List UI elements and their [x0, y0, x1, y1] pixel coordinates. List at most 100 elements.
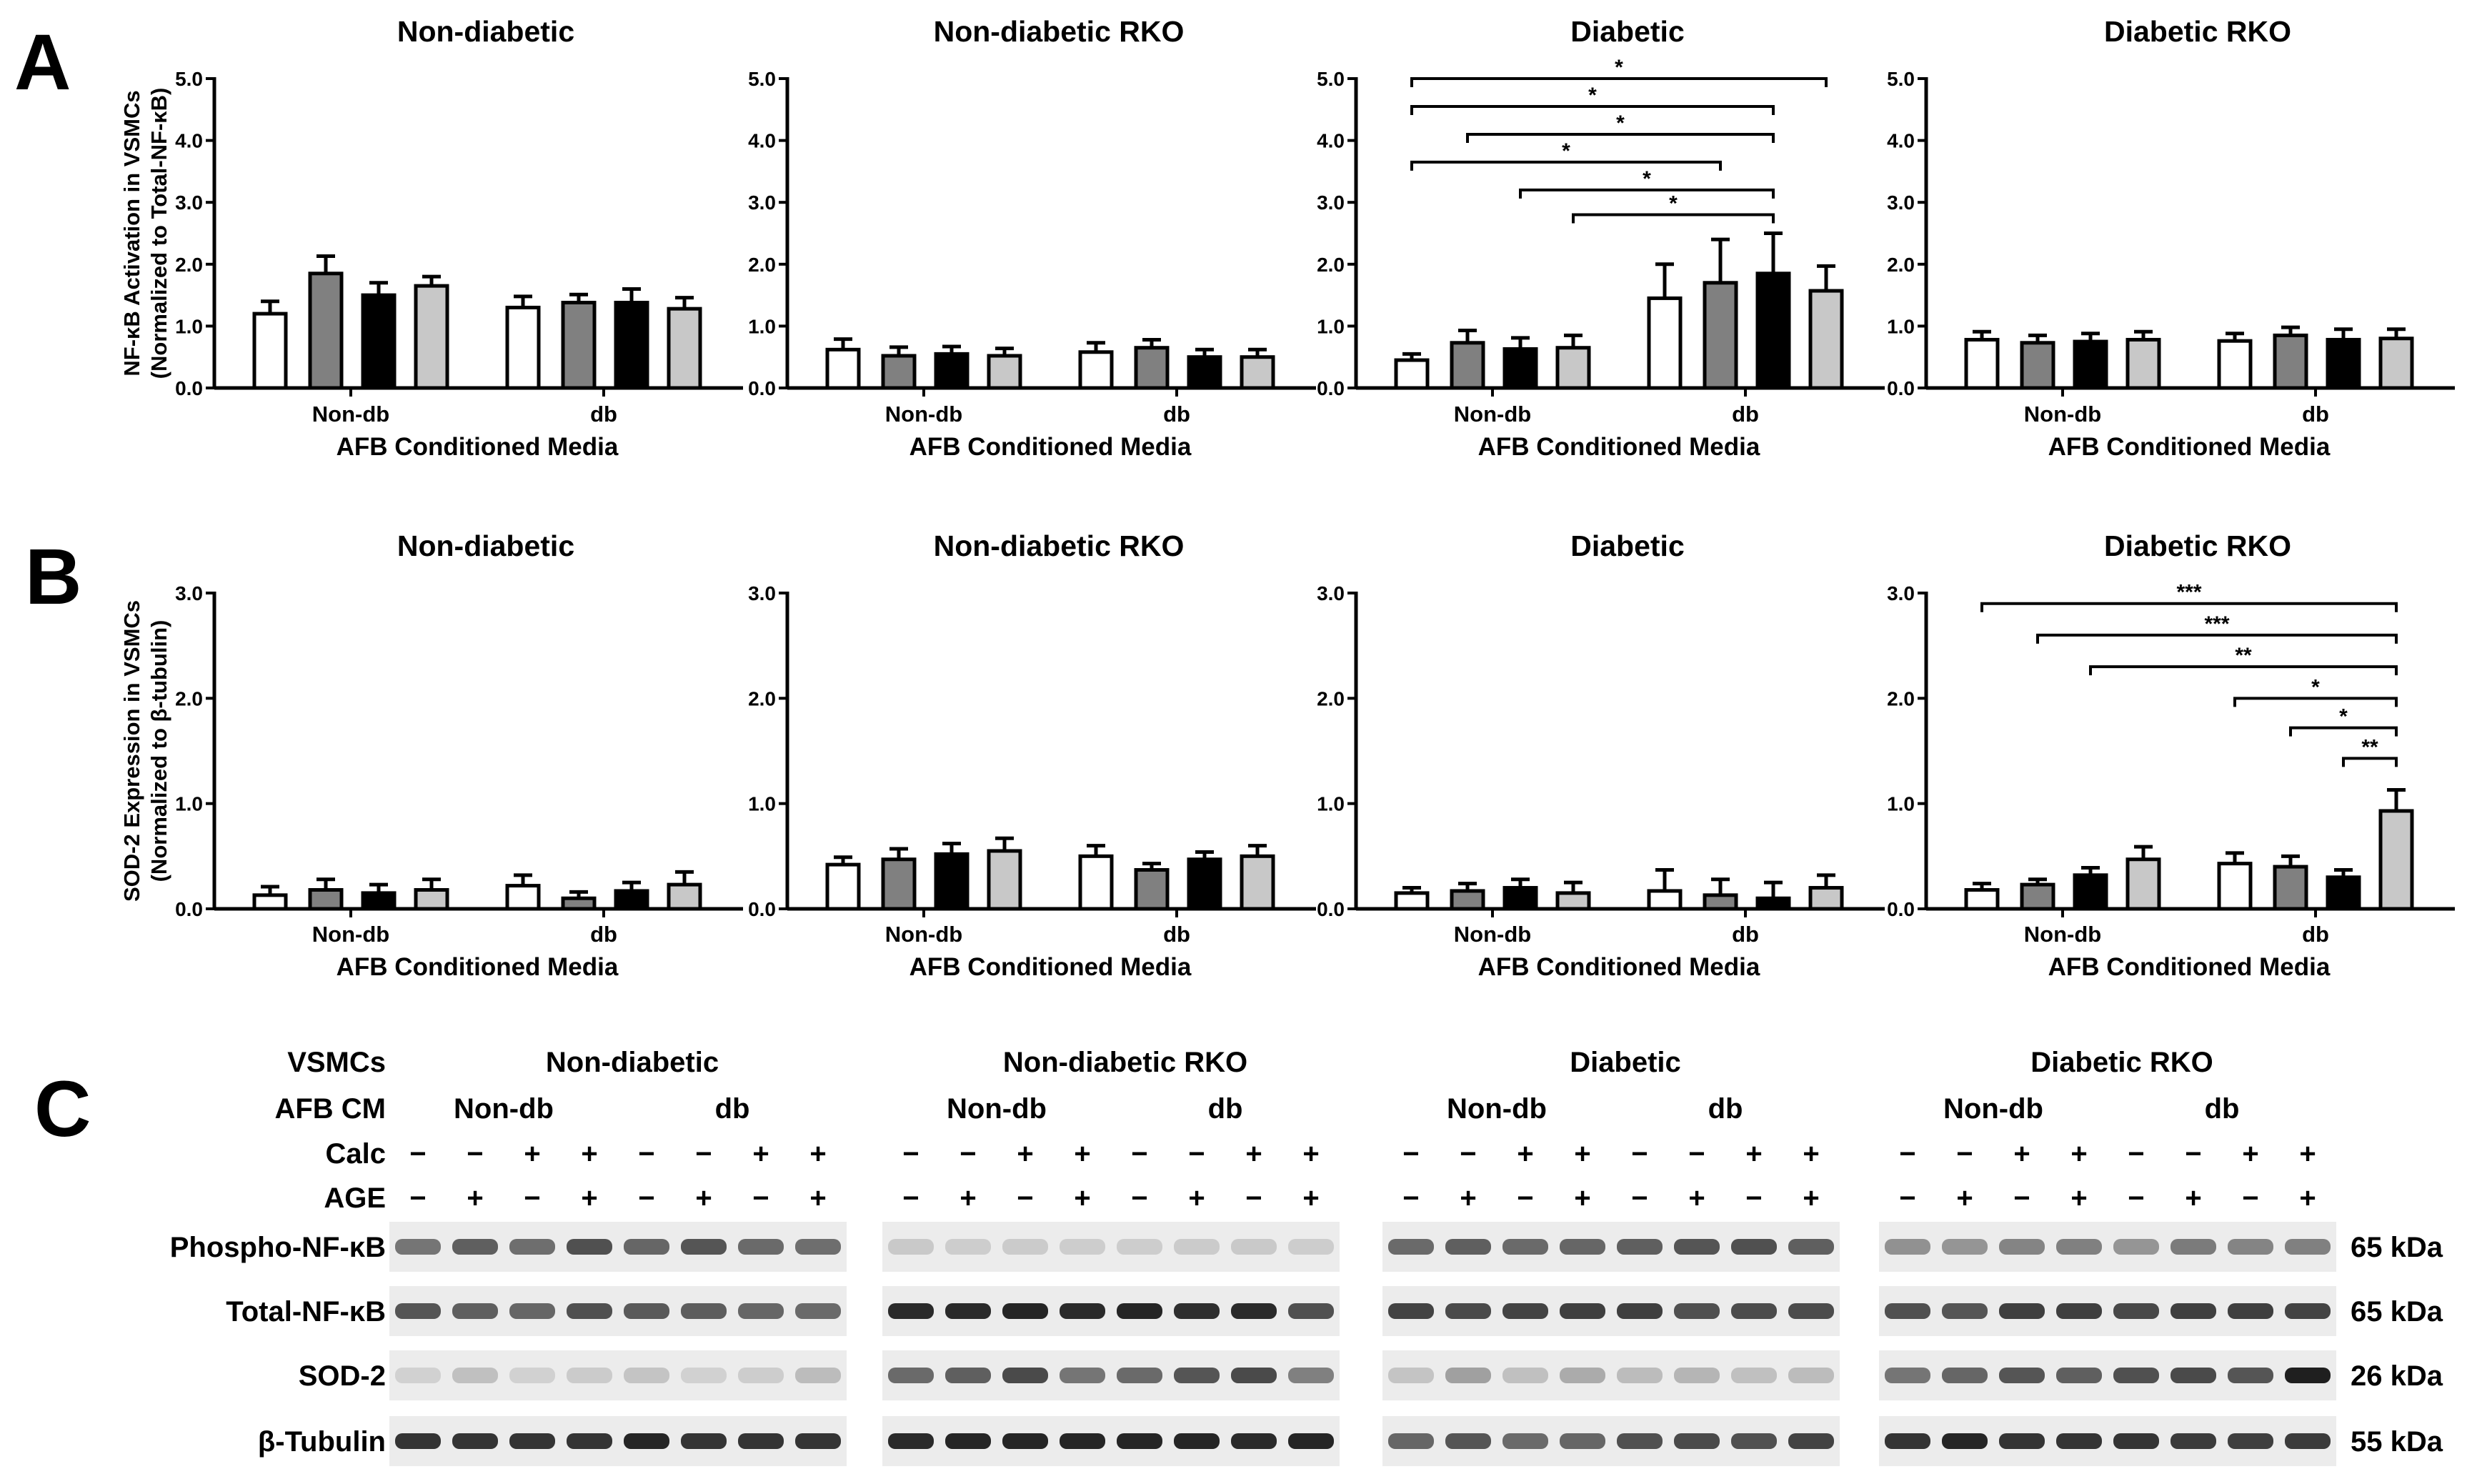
blot-band	[1117, 1433, 1162, 1449]
bar	[1240, 854, 1275, 911]
age-sign: −	[1899, 1182, 1915, 1214]
y-tick-label: 2.0	[1317, 687, 1345, 709]
x-group-label: db	[590, 402, 617, 427]
bar	[2217, 339, 2253, 390]
blot-band	[1674, 1433, 1720, 1449]
blot-band	[452, 1303, 498, 1319]
y-tick-label: 2.0	[748, 687, 776, 709]
y-tick-label: 0.0	[1887, 377, 1915, 399]
bar	[614, 300, 649, 390]
bracket-line	[1572, 213, 1775, 224]
x-group-label: Non-db	[1454, 402, 1531, 427]
blot-band	[452, 1433, 498, 1449]
blot-band	[1999, 1239, 2045, 1255]
bar	[1450, 889, 1485, 911]
calc-sign: −	[695, 1138, 712, 1170]
blot-group-label: db	[1708, 1093, 1743, 1125]
blot-block-title: Non-diabetic RKO	[1003, 1047, 1247, 1078]
bar	[667, 307, 702, 390]
calc-sign: +	[2070, 1138, 2087, 1170]
bar	[1703, 281, 1738, 390]
calc-sign: −	[1956, 1138, 1973, 1170]
bar	[1502, 886, 1538, 911]
calc-sign: −	[1402, 1138, 1419, 1170]
y-axis-label: (Normalized to Total-NF-κB)	[146, 88, 171, 379]
x-group-label: Non-db	[2024, 402, 2101, 427]
blot-band	[1060, 1433, 1105, 1449]
age-sign: −	[1631, 1182, 1648, 1214]
y-tick-label: 2.0	[1887, 254, 1915, 276]
calc-sign: +	[524, 1138, 540, 1170]
age-sign: +	[695, 1182, 712, 1214]
bar	[414, 284, 449, 390]
blot-band	[509, 1368, 555, 1383]
blot-band	[945, 1433, 991, 1449]
age-sign: −	[638, 1182, 654, 1214]
blot-band	[888, 1239, 934, 1255]
y-tick-label: 3.0	[1317, 582, 1345, 604]
blot-band	[395, 1303, 441, 1319]
chart-title: Diabetic RKO	[2104, 529, 2291, 562]
bar	[987, 354, 1022, 390]
significance-label: *	[1562, 139, 1570, 163]
bar	[361, 293, 397, 390]
calc-sign: +	[752, 1138, 769, 1170]
x-group-label: db	[1163, 922, 1190, 947]
bracket-line	[2089, 665, 2398, 676]
blot-band	[888, 1368, 934, 1383]
significance-bracket: *	[1572, 192, 1775, 224]
blot-band	[2228, 1368, 2273, 1383]
blot-band	[1288, 1303, 1334, 1319]
age-sign: +	[960, 1182, 976, 1214]
chart-b-1: Non-diabetic 0.0 1.0 2.0 3.0 Non-db db AFB Cond…	[119, 529, 743, 981]
age-sign: −	[902, 1182, 919, 1214]
blot-row-label: SOD-2	[299, 1360, 386, 1392]
bar	[561, 896, 597, 911]
chart-a-4: Diabetic RKO 0.0 1.0 2.0 3.0 4.0 5.0 Non-db db AF…	[1887, 15, 2455, 461]
calc-sign: −	[902, 1138, 919, 1170]
blot-band	[1174, 1303, 1220, 1319]
chart-title: Non-diabetic RKO	[934, 529, 1185, 562]
blot-band	[2228, 1239, 2273, 1255]
bar	[1703, 893, 1738, 911]
x-group-label: Non-db	[885, 402, 962, 427]
significance-label: ***	[2176, 581, 2201, 604]
bar	[667, 882, 702, 911]
bar	[1808, 886, 1844, 911]
calc-sign: −	[638, 1138, 654, 1170]
bar	[2326, 875, 2361, 911]
age-sign: +	[2299, 1182, 2316, 1214]
blot-band	[2113, 1368, 2159, 1383]
blot-band	[681, 1433, 727, 1449]
calc-sign: +	[581, 1138, 597, 1170]
bar	[505, 305, 541, 390]
blot-band	[681, 1368, 727, 1383]
age-sign: +	[1074, 1182, 1090, 1214]
calc-sign: +	[1302, 1138, 1319, 1170]
bar	[1755, 896, 1791, 911]
blot-band	[1502, 1303, 1548, 1319]
bracket-line	[1410, 160, 1722, 171]
significance-bracket: ***	[1980, 581, 2398, 612]
blot-band	[1231, 1368, 1277, 1383]
x-group-label: db	[590, 922, 617, 947]
blot-band	[1231, 1303, 1277, 1319]
age-sign: +	[1688, 1182, 1705, 1214]
chart-title: Diabetic RKO	[2104, 15, 2291, 48]
blot-band	[624, 1303, 669, 1319]
significance-bracket: *	[1519, 167, 1775, 199]
blot-group-label: Non-db	[1943, 1093, 2043, 1125]
blot-band	[452, 1368, 498, 1383]
x-group-label: db	[1163, 402, 1190, 427]
bar	[1187, 355, 1222, 390]
chart-title: Non-diabetic RKO	[934, 15, 1185, 48]
significance-bracket: *	[1410, 56, 1828, 87]
blot-band	[2171, 1303, 2216, 1319]
bar	[2217, 862, 2253, 911]
significance-bracket: *	[1466, 111, 1775, 143]
bar	[1394, 891, 1430, 911]
calc-sign: −	[2185, 1138, 2201, 1170]
blot-band	[1731, 1433, 1777, 1449]
blot-band	[395, 1239, 441, 1255]
